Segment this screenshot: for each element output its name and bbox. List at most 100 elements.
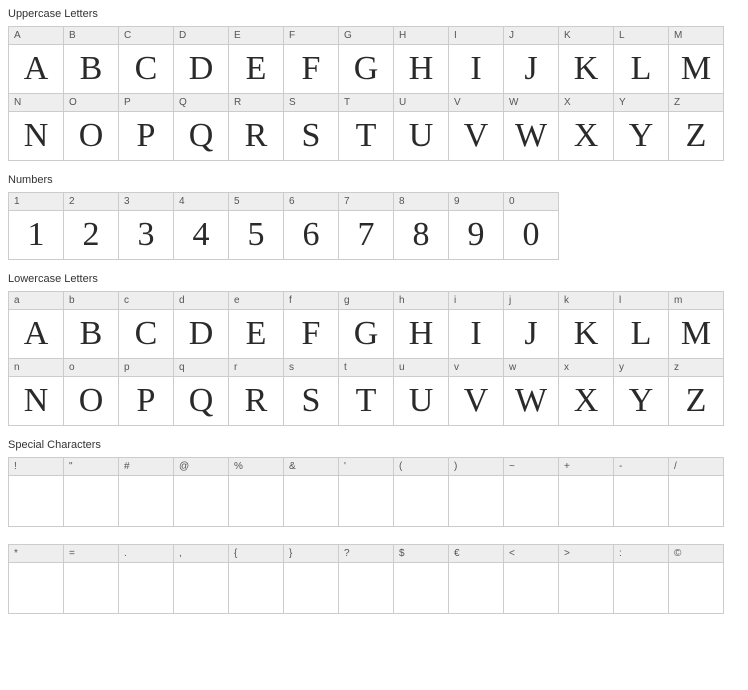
char-cell[interactable]: OO [63,93,119,161]
char-cell[interactable]: hH [393,291,449,359]
char-cell[interactable]: kK [558,291,614,359]
char-cell[interactable]: EE [228,26,284,94]
char-glyph: V [449,112,503,160]
char-cell[interactable]: CC [118,26,174,94]
char-cell[interactable]: ' [338,457,394,527]
char-cell[interactable]: gG [338,291,394,359]
char-cell[interactable]: 66 [283,192,339,260]
char-cell[interactable]: + [558,457,614,527]
char-cell[interactable]: wW [503,358,559,426]
char-cell[interactable]: ! [8,457,64,527]
section-uppercase: Uppercase LettersAABBCCDDEEFFGGHHIIJJKKL… [8,8,740,161]
char-cell[interactable]: 22 [63,192,119,260]
char-cell[interactable]: 99 [448,192,504,260]
char-cell[interactable]: fF [283,291,339,359]
char-cell[interactable]: # [118,457,174,527]
char-cell[interactable]: JJ [503,26,559,94]
char-label: * [9,545,63,563]
char-cell[interactable]: lL [613,291,669,359]
char-cell[interactable]: jJ [503,291,559,359]
char-cell[interactable]: © [668,544,724,614]
char-cell[interactable]: ~ [503,457,559,527]
char-cell[interactable]: 88 [393,192,449,260]
char-cell[interactable]: 55 [228,192,284,260]
char-cell[interactable]: II [448,26,504,94]
char-cell[interactable]: 00 [503,192,559,260]
char-cell[interactable]: @ [173,457,229,527]
char-cell[interactable]: 44 [173,192,229,260]
char-cell[interactable]: HH [393,26,449,94]
char-cell[interactable]: AA [8,26,64,94]
char-cell[interactable]: iI [448,291,504,359]
char-cell[interactable]: FF [283,26,339,94]
char-row: NNOOPPQQRRSSTTUUVVWWXXYYZZ [8,93,740,161]
char-cell[interactable]: < [503,544,559,614]
char-cell[interactable]: QQ [173,93,229,161]
char-cell[interactable]: > [558,544,614,614]
char-cell[interactable]: , [173,544,229,614]
char-cell[interactable]: UU [393,93,449,161]
char-label: S [284,94,338,112]
char-cell[interactable]: ) [448,457,504,527]
char-cell[interactable]: SS [283,93,339,161]
char-cell[interactable]: mM [668,291,724,359]
char-cell[interactable]: ? [338,544,394,614]
char-label: W [504,94,558,112]
char-glyph: J [504,310,558,358]
char-cell[interactable]: RR [228,93,284,161]
char-cell[interactable]: VV [448,93,504,161]
char-cell[interactable]: uU [393,358,449,426]
char-cell[interactable]: * [8,544,64,614]
char-cell[interactable]: MM [668,26,724,94]
char-cell[interactable]: zZ [668,358,724,426]
char-cell[interactable]: - [613,457,669,527]
char-label: 7 [339,193,393,211]
char-cell[interactable]: pP [118,358,174,426]
char-cell[interactable]: : [613,544,669,614]
char-label: u [394,359,448,377]
char-cell[interactable]: / [668,457,724,527]
char-cell[interactable]: YY [613,93,669,161]
char-cell[interactable]: xX [558,358,614,426]
char-glyph: X [559,112,613,160]
char-cell[interactable]: DD [173,26,229,94]
char-cell[interactable]: € [448,544,504,614]
char-cell[interactable]: LL [613,26,669,94]
char-cell[interactable]: aA [8,291,64,359]
char-cell[interactable]: sS [283,358,339,426]
char-cell[interactable]: { [228,544,284,614]
char-cell[interactable]: } [283,544,339,614]
char-cell[interactable]: GG [338,26,394,94]
char-cell[interactable]: BB [63,26,119,94]
char-cell[interactable]: 11 [8,192,64,260]
char-cell[interactable]: WW [503,93,559,161]
char-cell[interactable]: vV [448,358,504,426]
char-cell[interactable]: = [63,544,119,614]
char-cell[interactable]: NN [8,93,64,161]
char-cell[interactable]: ( [393,457,449,527]
char-cell[interactable]: yY [613,358,669,426]
char-cell[interactable]: $ [393,544,449,614]
char-cell[interactable]: rR [228,358,284,426]
char-cell[interactable]: cC [118,291,174,359]
char-cell[interactable]: & [283,457,339,527]
char-cell[interactable]: dD [173,291,229,359]
char-cell[interactable]: eE [228,291,284,359]
char-cell[interactable]: . [118,544,174,614]
char-cell[interactable]: ZZ [668,93,724,161]
char-cell[interactable]: tT [338,358,394,426]
char-glyph: B [64,45,118,93]
char-cell[interactable]: KK [558,26,614,94]
char-cell[interactable]: % [228,457,284,527]
char-cell[interactable]: XX [558,93,614,161]
char-cell[interactable]: PP [118,93,174,161]
char-cell[interactable]: 77 [338,192,394,260]
char-cell[interactable]: qQ [173,358,229,426]
char-glyph [449,476,503,526]
char-cell[interactable]: oO [63,358,119,426]
char-cell[interactable]: TT [338,93,394,161]
char-cell[interactable]: " [63,457,119,527]
char-cell[interactable]: 33 [118,192,174,260]
char-cell[interactable]: bB [63,291,119,359]
char-cell[interactable]: nN [8,358,64,426]
